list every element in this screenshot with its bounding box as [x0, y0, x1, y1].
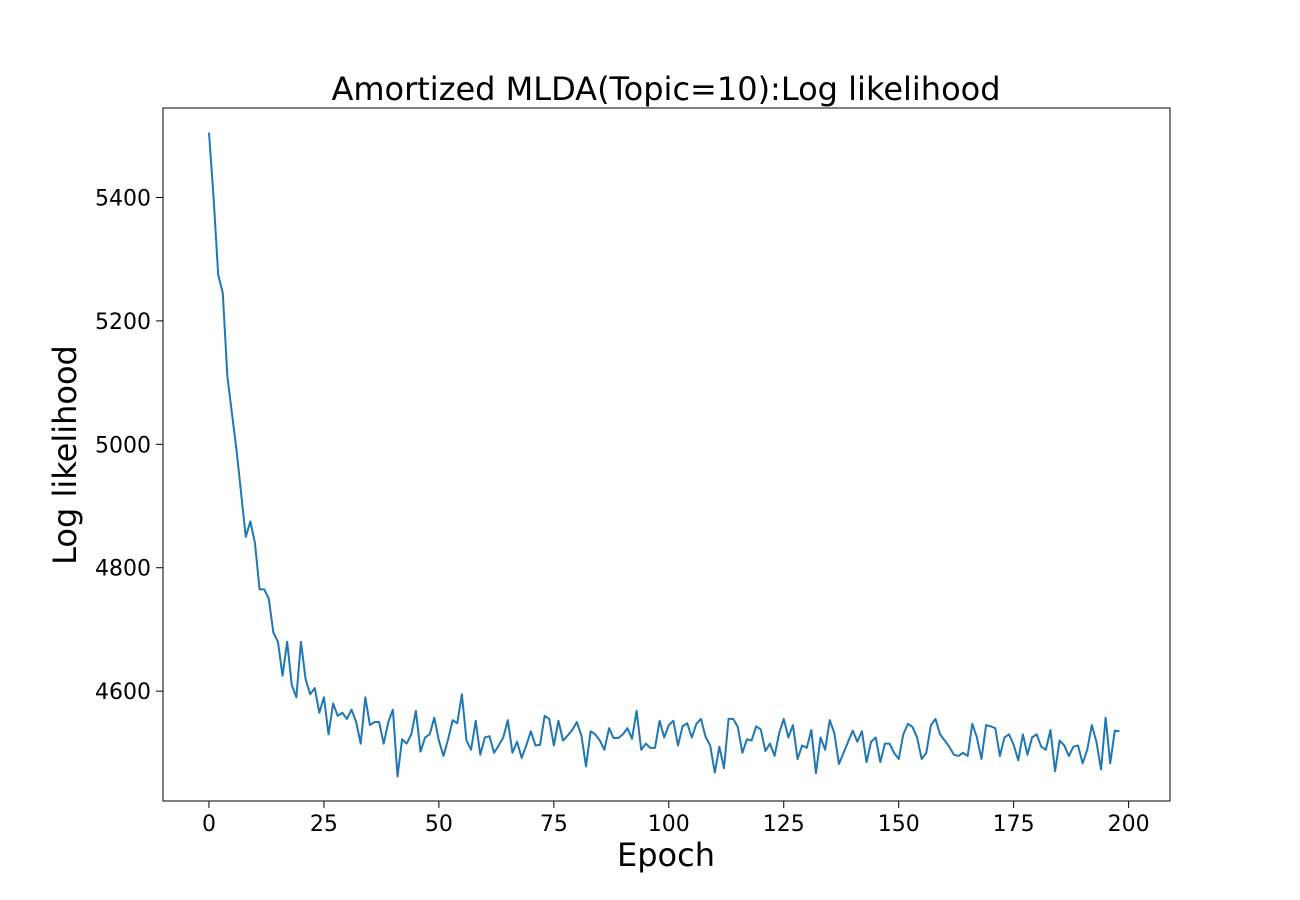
chart-title: Amortized MLDA(Topic=10):Log likelihood [331, 70, 1000, 108]
plot-frame [162, 107, 1171, 802]
x-tick-label: 100 [648, 812, 690, 837]
y-tick-label: 5400 [95, 186, 151, 211]
plot-area [162, 107, 1171, 802]
x-axis: 0 25 50 75 100 125 150 175 200 [202, 801, 1150, 837]
series-layer [207, 132, 1120, 778]
x-tick-label: 150 [878, 812, 920, 837]
x-tick-label: 200 [1108, 812, 1150, 837]
x-tick-label: 50 [425, 812, 453, 837]
y-tick-label: 4800 [95, 557, 151, 582]
x-tick-label: 125 [763, 812, 805, 837]
x-axis-label: Epoch [617, 836, 715, 874]
series-line-0 [207, 132, 1120, 778]
x-tick-label: 25 [310, 812, 338, 837]
x-tick-label: 175 [993, 812, 1035, 837]
x-tick-label: 75 [540, 812, 568, 837]
y-tick-label: 5200 [95, 310, 151, 335]
y-axis: 4600 4800 5000 5200 5400 [95, 186, 163, 705]
y-axis-label: Log likelihood [46, 345, 84, 565]
x-tick-label: 0 [202, 812, 216, 837]
y-tick-label: 5000 [95, 433, 151, 458]
y-tick-label: 4600 [95, 680, 151, 705]
